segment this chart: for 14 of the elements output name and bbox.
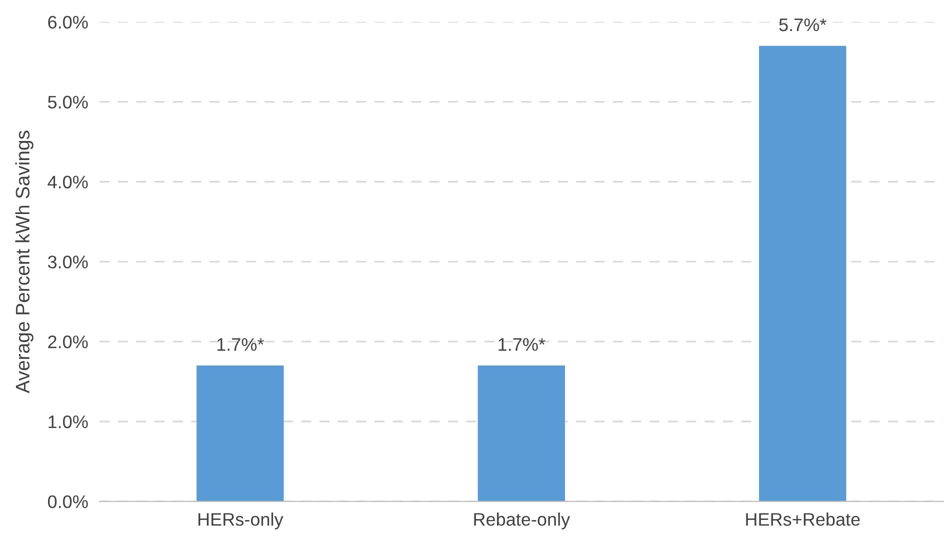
x-tick-label: HERs+Rebate — [746, 512, 860, 526]
y-tick-label: 1.0% — [48, 415, 88, 428]
y-tick-label: 6.0% — [48, 16, 88, 29]
data-label: 5.7%* — [779, 18, 826, 32]
y-tick-label: 4.0% — [48, 176, 88, 188]
y-tick-label: 2.0% — [48, 336, 88, 348]
y-tick-label: 3.0% — [48, 256, 88, 268]
x-tick-label: Rebate-only — [474, 512, 570, 530]
data-label: 1.7%* — [217, 338, 264, 351]
data-label: 1.7%* — [498, 338, 546, 351]
y-tick-label: 5.0% — [48, 96, 88, 109]
y-axis-title: Average Percent kWh Savings — [15, 130, 34, 394]
x-tick-label: HERs-only — [198, 512, 284, 530]
y-tick-label: 0.0% — [48, 495, 88, 508]
